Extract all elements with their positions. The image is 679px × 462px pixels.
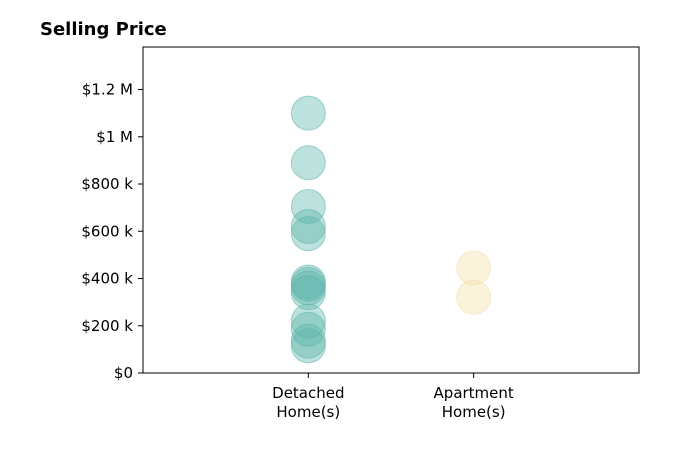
data-point (290, 188, 326, 224)
x-tick-label: Apartment Home(s) (434, 384, 514, 421)
data-point (290, 270, 326, 306)
y-tick-label: $1.2 M (82, 81, 133, 99)
y-tick-label: $0 (114, 364, 133, 382)
data-point (290, 145, 326, 181)
y-tick-label: $600 k (81, 222, 133, 240)
plot-frame (142, 46, 640, 374)
y-tick-label: $200 k (81, 317, 133, 335)
x-axis: Detached Home(s) Apartment Home(s) (272, 373, 514, 421)
chart-title: Selling Price (40, 19, 167, 40)
y-tick-label: $400 k (81, 270, 133, 288)
y-axis: $0 $200 k $400 k $600 k $800 k $1 M $1.2 M (81, 81, 143, 382)
data-point (290, 303, 326, 339)
data-point (456, 279, 492, 315)
data-point (290, 95, 326, 131)
data-point (290, 328, 326, 364)
y-tick-label: $800 k (81, 175, 133, 193)
data-point (290, 216, 326, 252)
data-point (456, 250, 492, 286)
data-point (290, 209, 326, 245)
points-layer (290, 95, 492, 364)
x-tick-label: Detached Home(s) (272, 384, 344, 421)
data-point (290, 275, 326, 311)
y-tick-label: $1 M (96, 128, 133, 146)
data-point (290, 323, 326, 359)
